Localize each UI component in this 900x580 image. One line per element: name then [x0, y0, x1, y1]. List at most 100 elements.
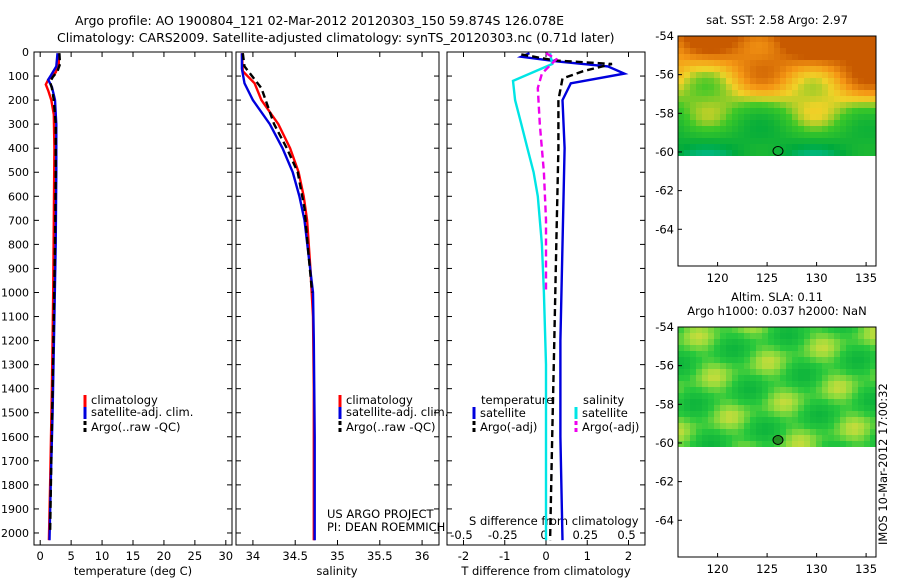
heat-cell [768, 405, 774, 411]
heat-cell [816, 363, 822, 369]
heat-cell [774, 96, 780, 102]
heat-cell [774, 42, 780, 48]
heat-cell [726, 375, 732, 381]
heat-cell [690, 120, 696, 126]
heat-cell [786, 42, 792, 48]
heat-cell [786, 375, 792, 381]
heat-cell [834, 84, 840, 90]
legend-argo: Argo(..raw -QC) [346, 420, 436, 434]
heat-cell [690, 54, 696, 60]
depth-tick-label: 1900 [1, 503, 29, 516]
heat-cell [744, 375, 750, 381]
heat-cell [708, 381, 714, 387]
heat-cell [750, 393, 756, 399]
heat-cell [804, 345, 810, 351]
heat-cell [696, 60, 702, 66]
heat-cell [684, 351, 690, 357]
series-line-salinity-argo-adj- [536, 52, 559, 293]
heat-cell [870, 411, 876, 417]
heat-cell [864, 345, 870, 351]
heat-cell [762, 108, 768, 114]
heat-cell [864, 339, 870, 345]
heat-cell [696, 357, 702, 363]
heat-cell [768, 339, 774, 345]
heat-cell [786, 411, 792, 417]
heat-cell [852, 42, 858, 48]
heat-cell [828, 375, 834, 381]
heat-cell [702, 54, 708, 60]
heat-cell [828, 120, 834, 126]
heat-cell [726, 90, 732, 96]
heat-cell [774, 126, 780, 132]
heat-cell [852, 375, 858, 381]
depth-tick-label: 1700 [1, 455, 29, 468]
heat-cell [792, 48, 798, 54]
heat-cell [828, 363, 834, 369]
heat-cell [690, 66, 696, 72]
heat-cell [870, 435, 876, 441]
heat-cell [804, 423, 810, 429]
heat-cell [780, 357, 786, 363]
heat-cell [696, 351, 702, 357]
heat-cell [750, 66, 756, 72]
depth-tick-label: 800 [8, 238, 29, 251]
heat-cell [852, 132, 858, 138]
heat-cell [708, 327, 714, 333]
heat-cell [846, 54, 852, 60]
heat-cell [720, 357, 726, 363]
heat-cell [858, 144, 864, 150]
heat-cell [840, 363, 846, 369]
heat-cell [678, 102, 684, 108]
heat-cell [714, 138, 720, 144]
heat-cell [750, 132, 756, 138]
heat-cell [822, 36, 828, 42]
heat-cell [696, 102, 702, 108]
heat-cell [756, 339, 762, 345]
heat-cell [852, 405, 858, 411]
heat-cell [864, 381, 870, 387]
heat-cell [750, 84, 756, 90]
heat-cell [738, 333, 744, 339]
heat-cell [696, 417, 702, 423]
heat-cell [864, 60, 870, 66]
heat-cell [750, 351, 756, 357]
heat-cell [798, 327, 804, 333]
heat-cell [780, 405, 786, 411]
heat-cell [780, 126, 786, 132]
heat-cell [852, 84, 858, 90]
heat-cell [822, 393, 828, 399]
heat-cell [858, 399, 864, 405]
heat-cell [870, 54, 876, 60]
heat-cell [678, 96, 684, 102]
heat-cell [756, 369, 762, 375]
heat-cell [720, 96, 726, 102]
heat-cell [786, 54, 792, 60]
xtick-label: 2 [625, 549, 632, 563]
heat-cell [738, 48, 744, 54]
heat-cell [822, 138, 828, 144]
heat-cell [708, 375, 714, 381]
heat-cell [744, 333, 750, 339]
heat-cell [774, 54, 780, 60]
heat-cell [714, 66, 720, 72]
heat-cell [846, 36, 852, 42]
heat-cell [678, 48, 684, 54]
heat-cell [852, 327, 858, 333]
heat-cell [774, 387, 780, 393]
heat-cell [678, 441, 684, 447]
x2tick-label: -0.25 [488, 528, 518, 542]
heat-cell [678, 120, 684, 126]
heat-cell [798, 150, 804, 156]
heat-cell [834, 339, 840, 345]
heat-cell [858, 150, 864, 156]
map-ytick-label: -62 [655, 475, 674, 489]
heat-cell [714, 120, 720, 126]
heat-cell [720, 138, 726, 144]
heat-cell [804, 60, 810, 66]
heat-cell [768, 393, 774, 399]
heat-cell [720, 429, 726, 435]
heat-cell [738, 339, 744, 345]
heat-cell [726, 102, 732, 108]
heat-cell [774, 36, 780, 42]
heat-cell [816, 393, 822, 399]
